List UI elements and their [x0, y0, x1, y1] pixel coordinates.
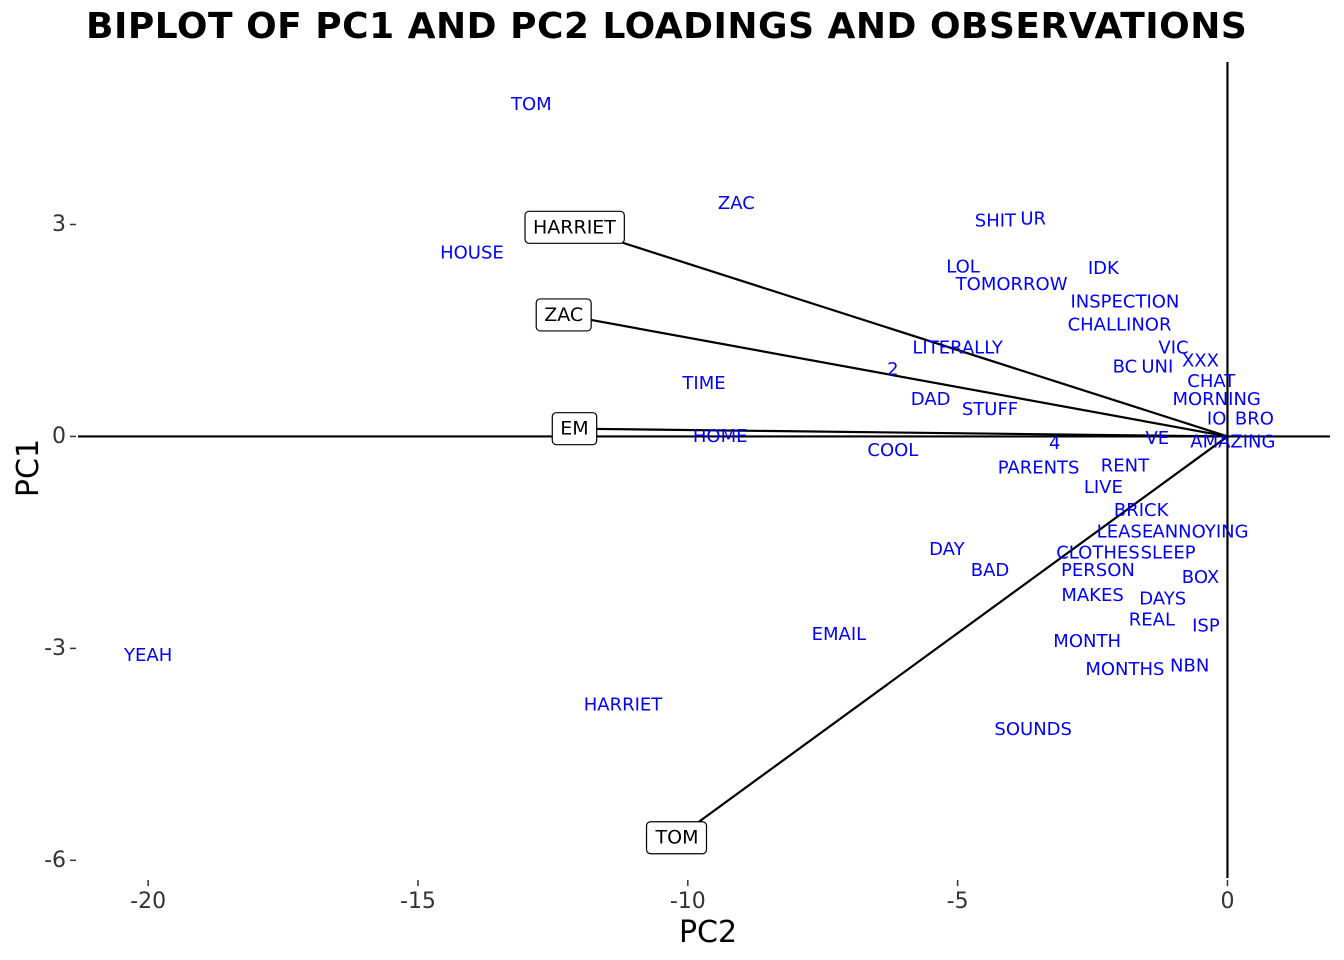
observation-label: UR — [1020, 208, 1046, 229]
observation-label: NBN — [1170, 656, 1209, 677]
observation-label: 4 — [1049, 433, 1060, 454]
loading-label: TOM — [645, 821, 708, 855]
observation-label: BRO — [1235, 408, 1274, 429]
observation-label: VIC — [1158, 338, 1188, 359]
x-axis: -20 -15 -10 -5 0 — [130, 880, 1234, 914]
observation-label: CLOTHES — [1056, 543, 1139, 564]
observation-label: XXX — [1182, 350, 1219, 371]
observation-label: SHIT — [975, 210, 1017, 231]
observation-label: DAYS — [1139, 588, 1186, 609]
x-tick-label: -10 — [670, 889, 706, 914]
x-axis-title: PC2 — [679, 915, 737, 950]
observation-label: CHALLINOR — [1068, 314, 1172, 335]
loading-label-box — [535, 298, 592, 332]
loading-vector — [574, 226, 1228, 438]
y-tick-label: -3 — [44, 636, 66, 661]
observation-label: TOMORROW — [955, 274, 1068, 295]
loading-vector — [676, 435, 1229, 839]
loading-label-box — [524, 210, 625, 244]
y-axis-title: PC1 — [11, 439, 46, 497]
observation-label: UNI — [1141, 357, 1173, 378]
y-tick-label: -6 — [44, 848, 66, 873]
observation-label: MAKES — [1061, 585, 1123, 606]
loading-label-text: HARRIET — [533, 216, 616, 238]
x-tick-label: -5 — [947, 889, 969, 914]
observation-label: DAY — [929, 539, 965, 560]
y-tick-label: 3 — [52, 212, 66, 237]
observation-label: LOL — [946, 256, 980, 277]
reference-lines — [78, 62, 1330, 878]
y-tick-label: 0 — [52, 424, 66, 449]
y-axis: 3 0 -3 -6 — [44, 212, 76, 873]
observation-label: PERSON — [1061, 560, 1135, 581]
observation-label: LEASE — [1097, 521, 1154, 542]
observation-label: IDK — [1088, 258, 1120, 279]
observation-label: BOX — [1182, 567, 1219, 588]
loading-label-text: EM — [560, 418, 588, 440]
loading-vectors — [563, 226, 1229, 839]
observation-label: EMAIL — [812, 624, 867, 645]
observation-label: MONTH — [1053, 631, 1121, 652]
loading-labels: HARRIET ZAC EM TOM — [524, 210, 708, 855]
loading-label-box — [645, 821, 708, 855]
x-tick-label: 0 — [1220, 889, 1234, 914]
loading-label: ZAC — [535, 298, 592, 332]
observation-label: ANNOYING — [1152, 521, 1248, 542]
observation-label: HOME — [693, 426, 748, 447]
observation-label: TIME — [681, 373, 725, 394]
chart-title: BIPLOT OF PC1 AND PC2 LOADINGS AND OBSER… — [86, 6, 1248, 47]
observation-label: MORNING — [1172, 389, 1260, 410]
observation-label: BAD — [971, 560, 1010, 581]
observation-label: VE — [1145, 428, 1169, 449]
observation-label: STUFF — [962, 399, 1018, 420]
observation-label: BC — [1113, 357, 1138, 378]
x-tick-label: -15 — [400, 889, 436, 914]
observation-label: RENT — [1101, 456, 1150, 477]
observation-label: SOUNDS — [994, 719, 1072, 740]
loading-label-text: TOM — [655, 827, 699, 849]
observation-label: ZAC — [718, 193, 755, 214]
loading-label: EM — [551, 412, 598, 446]
observation-label: INSPECTION — [1070, 292, 1179, 313]
loading-label-box — [551, 412, 598, 446]
observation-label: LIVE — [1084, 477, 1123, 498]
loading-label-text: ZAC — [544, 304, 583, 326]
loading-vector — [563, 313, 1228, 438]
observation-label: COOL — [867, 440, 918, 461]
loading-vector — [574, 427, 1228, 438]
observation-label: AMAZING — [1190, 432, 1275, 453]
observation-label: HARRIET — [584, 694, 664, 715]
observation-label: DAD — [911, 389, 951, 410]
observation-label: YEAH — [123, 645, 172, 666]
observation-label: PARENTS — [998, 458, 1080, 479]
observation-label: BRICK — [1114, 500, 1170, 521]
observation-label: SLEEP — [1141, 543, 1196, 564]
observation-label: 2 — [887, 359, 898, 380]
x-tick-label: -20 — [130, 889, 166, 914]
observation-labels: TOM ZAC SHIT UR HOUSE LOL IDK TOMORROWINSPECTIO… — [123, 94, 1275, 740]
observation-label: ISP — [1192, 615, 1220, 636]
observation-label: LITERALLY — [912, 338, 1003, 359]
observation-label: TOM — [510, 94, 552, 115]
observation-label: IO — [1207, 408, 1226, 429]
observation-label: CHAT — [1187, 371, 1236, 392]
loading-label: HARRIET — [524, 210, 625, 244]
observation-label: MONTHS — [1085, 659, 1164, 680]
observation-label: HOUSE — [440, 242, 504, 263]
observation-label: REAL — [1129, 610, 1175, 631]
